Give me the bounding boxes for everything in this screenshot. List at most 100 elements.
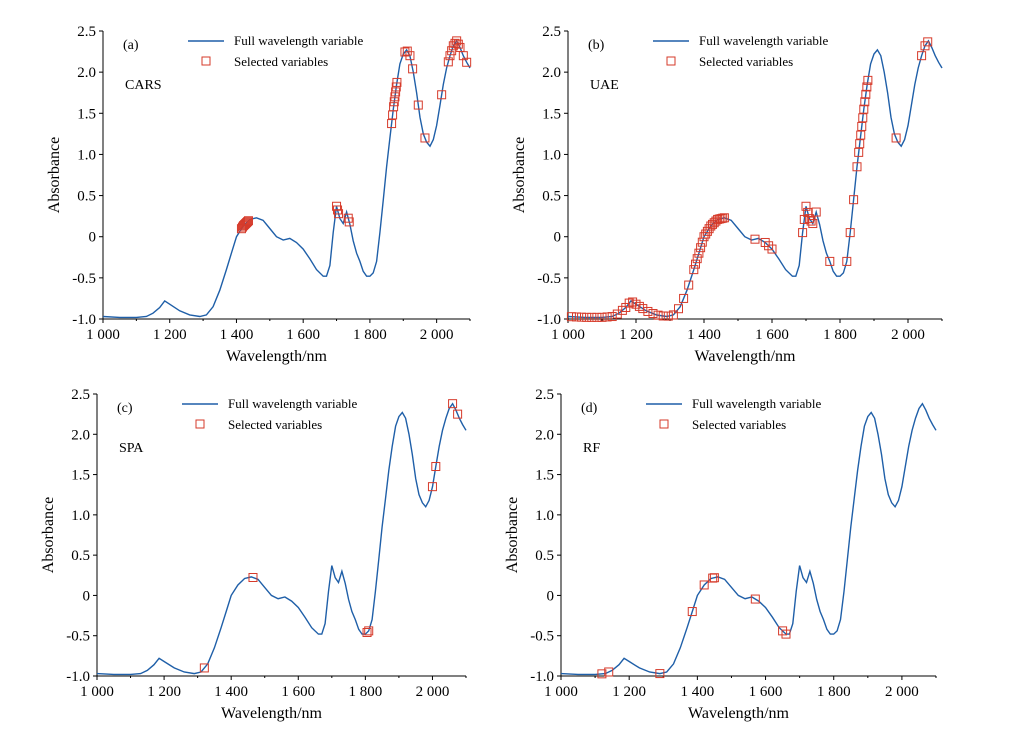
- selected-variable-marker: [684, 280, 694, 290]
- selected-variable-marker: [806, 216, 816, 226]
- y-tick-label: 1.0: [535, 508, 554, 524]
- selected-variable-marker: [854, 147, 864, 157]
- legend-label: Full wavelength variable: [228, 396, 357, 411]
- x-axis-title: Wavelength/nm: [226, 348, 327, 365]
- selected-variable-marker: [597, 312, 607, 322]
- selected-variable-marker: [804, 214, 814, 224]
- y-tick-label: 0: [89, 230, 97, 246]
- y-tick-label: -1.0: [66, 669, 90, 685]
- selected-variable-marker: [687, 607, 697, 617]
- selected-variable-marker: [689, 265, 699, 275]
- selected-variable-marker: [389, 102, 399, 112]
- y-tick-label: 0.5: [77, 189, 96, 205]
- y-tick-label: -0.5: [530, 629, 554, 645]
- selected-variable-marker: [602, 312, 612, 322]
- x-tick-label: 1 000: [80, 684, 114, 700]
- y-tick-label: -0.5: [66, 629, 90, 645]
- selected-variable-marker: [405, 51, 415, 61]
- selected-variable-marker: [653, 310, 663, 320]
- selected-variable-marker: [691, 259, 700, 269]
- x-tick-label: 2 000: [416, 684, 450, 700]
- selected-variable-marker: [443, 57, 453, 67]
- legend-marker-swatch: [201, 56, 211, 66]
- selected-variable-marker: [408, 64, 418, 74]
- selected-variable-marker: [764, 241, 774, 251]
- selected-variable-marker: [577, 312, 587, 322]
- selected-variable-marker: [798, 228, 808, 238]
- y-axis-title: Absorbance: [504, 497, 521, 573]
- selected-variable-marker: [597, 669, 607, 679]
- selected-variable-marker: [431, 462, 441, 472]
- legend-label: Full wavelength variable: [692, 396, 821, 411]
- selected-variable-marker: [344, 217, 354, 227]
- selected-variable-marker: [248, 573, 258, 583]
- y-tick-label: 2.0: [542, 65, 561, 81]
- selected-variable-marker: [334, 209, 344, 219]
- legend-label: Full wavelength variable: [234, 33, 363, 48]
- x-tick-label: 1 400: [680, 684, 714, 700]
- selected-variable-marker: [241, 218, 251, 228]
- y-tick-label: 1.5: [542, 106, 561, 122]
- y-tick-label: 2.0: [535, 427, 554, 443]
- selected-variable-marker: [448, 399, 458, 409]
- x-tick-label: 1 400: [214, 684, 248, 700]
- selected-variable-marker: [389, 97, 399, 107]
- y-tick-label: 2.0: [77, 65, 96, 81]
- selected-variable-marker: [582, 312, 592, 322]
- selected-variable-marker: [858, 113, 868, 123]
- selected-variable-marker: [719, 213, 729, 223]
- selected-variable-marker: [852, 162, 862, 172]
- x-tick-label: 1 200: [147, 684, 181, 700]
- panel-label: (d): [581, 401, 598, 416]
- selected-variable-marker: [767, 244, 777, 254]
- y-tick-label: -1.0: [72, 312, 96, 328]
- selected-variable-marker: [587, 312, 597, 322]
- selected-variable-marker: [566, 312, 576, 322]
- selected-variable-marker: [708, 219, 717, 229]
- legend-label: Selected variables: [234, 54, 328, 69]
- y-tick-label: -1.0: [537, 312, 561, 328]
- selected-variable-marker: [199, 663, 209, 673]
- selected-variable-marker: [452, 36, 462, 46]
- panel-a: 1 000 1 200 1 400 1 600 1 800 2 000 -1.0 -0.5 0 0…: [46, 24, 472, 365]
- selected-variable-marker: [420, 133, 430, 143]
- legend-label: Selected variables: [228, 417, 322, 432]
- y-tick-label: 2.5: [71, 387, 90, 403]
- x-tick-label: 1 200: [153, 327, 187, 343]
- y-tick-label: 1.5: [535, 468, 554, 484]
- selected-variable-marker: [240, 219, 250, 229]
- y-axis-title: Absorbance: [40, 497, 57, 573]
- y-tick-label: 2.0: [71, 427, 90, 443]
- selected-variable-marker: [857, 121, 867, 131]
- selected-variable-marker: [709, 573, 719, 583]
- x-tick-label: 1 400: [687, 327, 721, 343]
- legend-label: Full wavelength variable: [699, 33, 828, 48]
- x-tick-label: 1 600: [755, 327, 789, 343]
- selected-variable-marker: [663, 311, 673, 321]
- selected-variable-marker: [694, 248, 704, 258]
- x-tick-label: 1 800: [817, 684, 851, 700]
- selected-variable-marker: [856, 130, 866, 140]
- panel-label: (a): [123, 38, 139, 53]
- selected-variable-marker: [648, 309, 658, 319]
- selected-variable-marker: [825, 256, 835, 266]
- selected-variable-marker: [242, 217, 252, 227]
- selected-variable-marker: [658, 311, 668, 321]
- x-tick-label: 1 600: [281, 684, 315, 700]
- selected-variable-marker: [842, 256, 852, 266]
- selected-variable-marker: [679, 293, 689, 303]
- selected-variable-marker: [413, 100, 423, 110]
- panel-c: 1 000 1 200 1 400 1 600 1 800 2 000 -1.0 -0.5 0 0…: [40, 387, 467, 722]
- selected-variable-marker: [391, 87, 401, 97]
- x-tick-label: 1 600: [286, 327, 320, 343]
- selected-variable-marker: [572, 312, 581, 322]
- selected-variable-marker: [811, 207, 821, 217]
- legend-label: Selected variables: [692, 417, 786, 432]
- method-label: UAE: [590, 78, 619, 93]
- selected-variable-marker: [692, 254, 702, 264]
- y-tick-label: 1.0: [542, 147, 561, 163]
- selected-variable-marker: [699, 232, 709, 242]
- selected-variable-marker: [781, 629, 791, 639]
- selected-variable-marker: [604, 667, 614, 677]
